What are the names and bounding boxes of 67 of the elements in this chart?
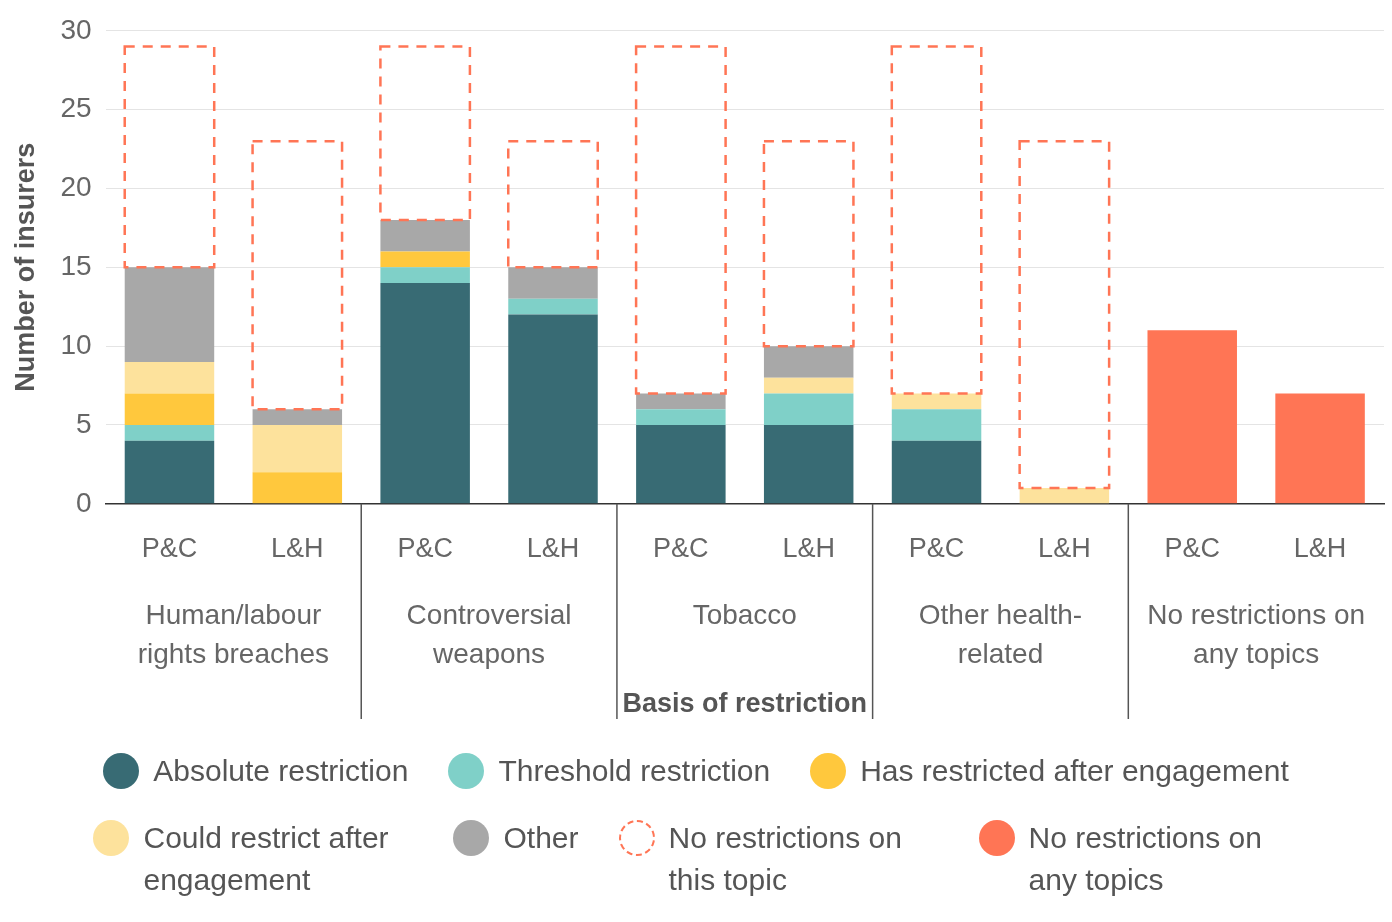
bar xyxy=(1275,393,1365,504)
text: No restrictions on any topics xyxy=(1147,598,1366,669)
bar xyxy=(124,393,215,425)
legend-label: Could restrict after engagement xyxy=(143,820,390,898)
bar xyxy=(890,45,983,395)
bar xyxy=(380,220,470,252)
text: Tobacco xyxy=(692,598,797,630)
bar xyxy=(252,472,343,504)
legend-label: Threshold restriction xyxy=(498,753,771,789)
x-axis-title: Basis of restriction xyxy=(622,688,868,719)
bar xyxy=(762,139,855,348)
bar xyxy=(763,377,854,394)
bar xyxy=(636,409,726,425)
bar xyxy=(124,267,215,362)
bar xyxy=(508,267,598,299)
y-tick-label: 15 xyxy=(60,250,92,282)
bar xyxy=(636,424,726,504)
bar xyxy=(124,424,215,441)
y-tick-label: 25 xyxy=(60,92,92,124)
bar xyxy=(124,440,215,504)
bar xyxy=(508,298,598,315)
bar xyxy=(380,283,470,504)
bar xyxy=(1019,488,1110,504)
x-tick-label: L&H xyxy=(526,533,580,564)
bar xyxy=(763,346,854,378)
x-tick-label: P&C xyxy=(908,533,965,564)
legend-label: Has restricted after engagement xyxy=(860,753,1289,789)
y-tick-label: 0 xyxy=(75,486,92,518)
bar xyxy=(380,267,470,284)
legend-label: Other xyxy=(503,820,579,856)
y-tick-label: 5 xyxy=(75,407,92,439)
bar xyxy=(507,139,599,269)
bar xyxy=(251,139,344,411)
y-tick-label: 20 xyxy=(60,171,92,203)
text: Other health-related xyxy=(918,598,1083,669)
bar xyxy=(1018,139,1111,490)
y-axis-title: Number of insurers xyxy=(9,142,40,392)
bar xyxy=(763,393,854,425)
bar xyxy=(252,424,343,473)
bar xyxy=(634,45,727,395)
text: Human/labour rights breaches xyxy=(137,598,330,669)
x-tick-label: L&H xyxy=(271,533,324,564)
y-tick-label: 30 xyxy=(60,13,92,45)
legend-label: Absolute restriction xyxy=(153,753,409,789)
bar xyxy=(123,45,216,269)
bar xyxy=(1147,330,1237,504)
bar xyxy=(636,393,726,410)
legend-label: No restrictions on this topic xyxy=(668,820,903,898)
bar xyxy=(891,409,982,441)
x-tick-label: P&C xyxy=(397,533,453,564)
x-tick-label: P&C xyxy=(1164,533,1220,564)
bar xyxy=(763,424,854,504)
bar xyxy=(252,409,343,425)
bar xyxy=(124,361,215,394)
bar xyxy=(379,45,472,222)
x-tick-label: L&H xyxy=(1293,533,1347,564)
x-tick-label: L&H xyxy=(782,533,835,564)
bar xyxy=(380,251,470,268)
y-tick-label: 10 xyxy=(60,328,92,360)
bar xyxy=(891,440,982,504)
legend-label: No restrictions on any topics xyxy=(1028,820,1263,898)
bar xyxy=(508,314,598,504)
x-tick-label: P&C xyxy=(653,533,709,564)
x-tick-label: P&C xyxy=(141,533,198,564)
bar xyxy=(891,393,982,410)
text: Controversial weapons xyxy=(406,598,572,669)
x-tick-label: L&H xyxy=(1038,533,1091,564)
